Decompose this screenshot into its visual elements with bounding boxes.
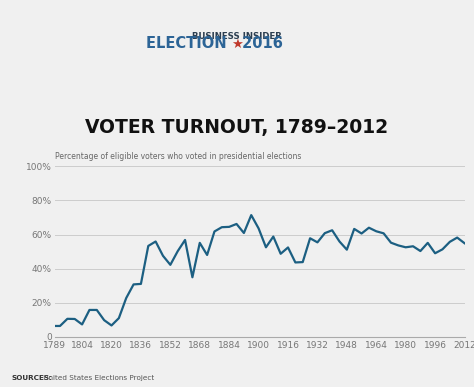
Text: Percentage of eligible voters who voted in presidential elections: Percentage of eligible voters who voted … bbox=[55, 152, 301, 161]
Text: SOURCES:: SOURCES: bbox=[12, 375, 53, 381]
Text: 2016: 2016 bbox=[237, 36, 283, 51]
Text: ELECTION: ELECTION bbox=[146, 36, 237, 51]
Text: VOTER TURNOUT, 1789–2012: VOTER TURNOUT, 1789–2012 bbox=[85, 118, 389, 137]
Text: ★: ★ bbox=[231, 38, 243, 51]
Text: BUSINESS INSIDER: BUSINESS INSIDER bbox=[192, 32, 282, 41]
Text: United States Elections Project: United States Elections Project bbox=[41, 375, 155, 381]
Text: ELECTION  ★ 2016: ELECTION ★ 2016 bbox=[162, 36, 312, 51]
